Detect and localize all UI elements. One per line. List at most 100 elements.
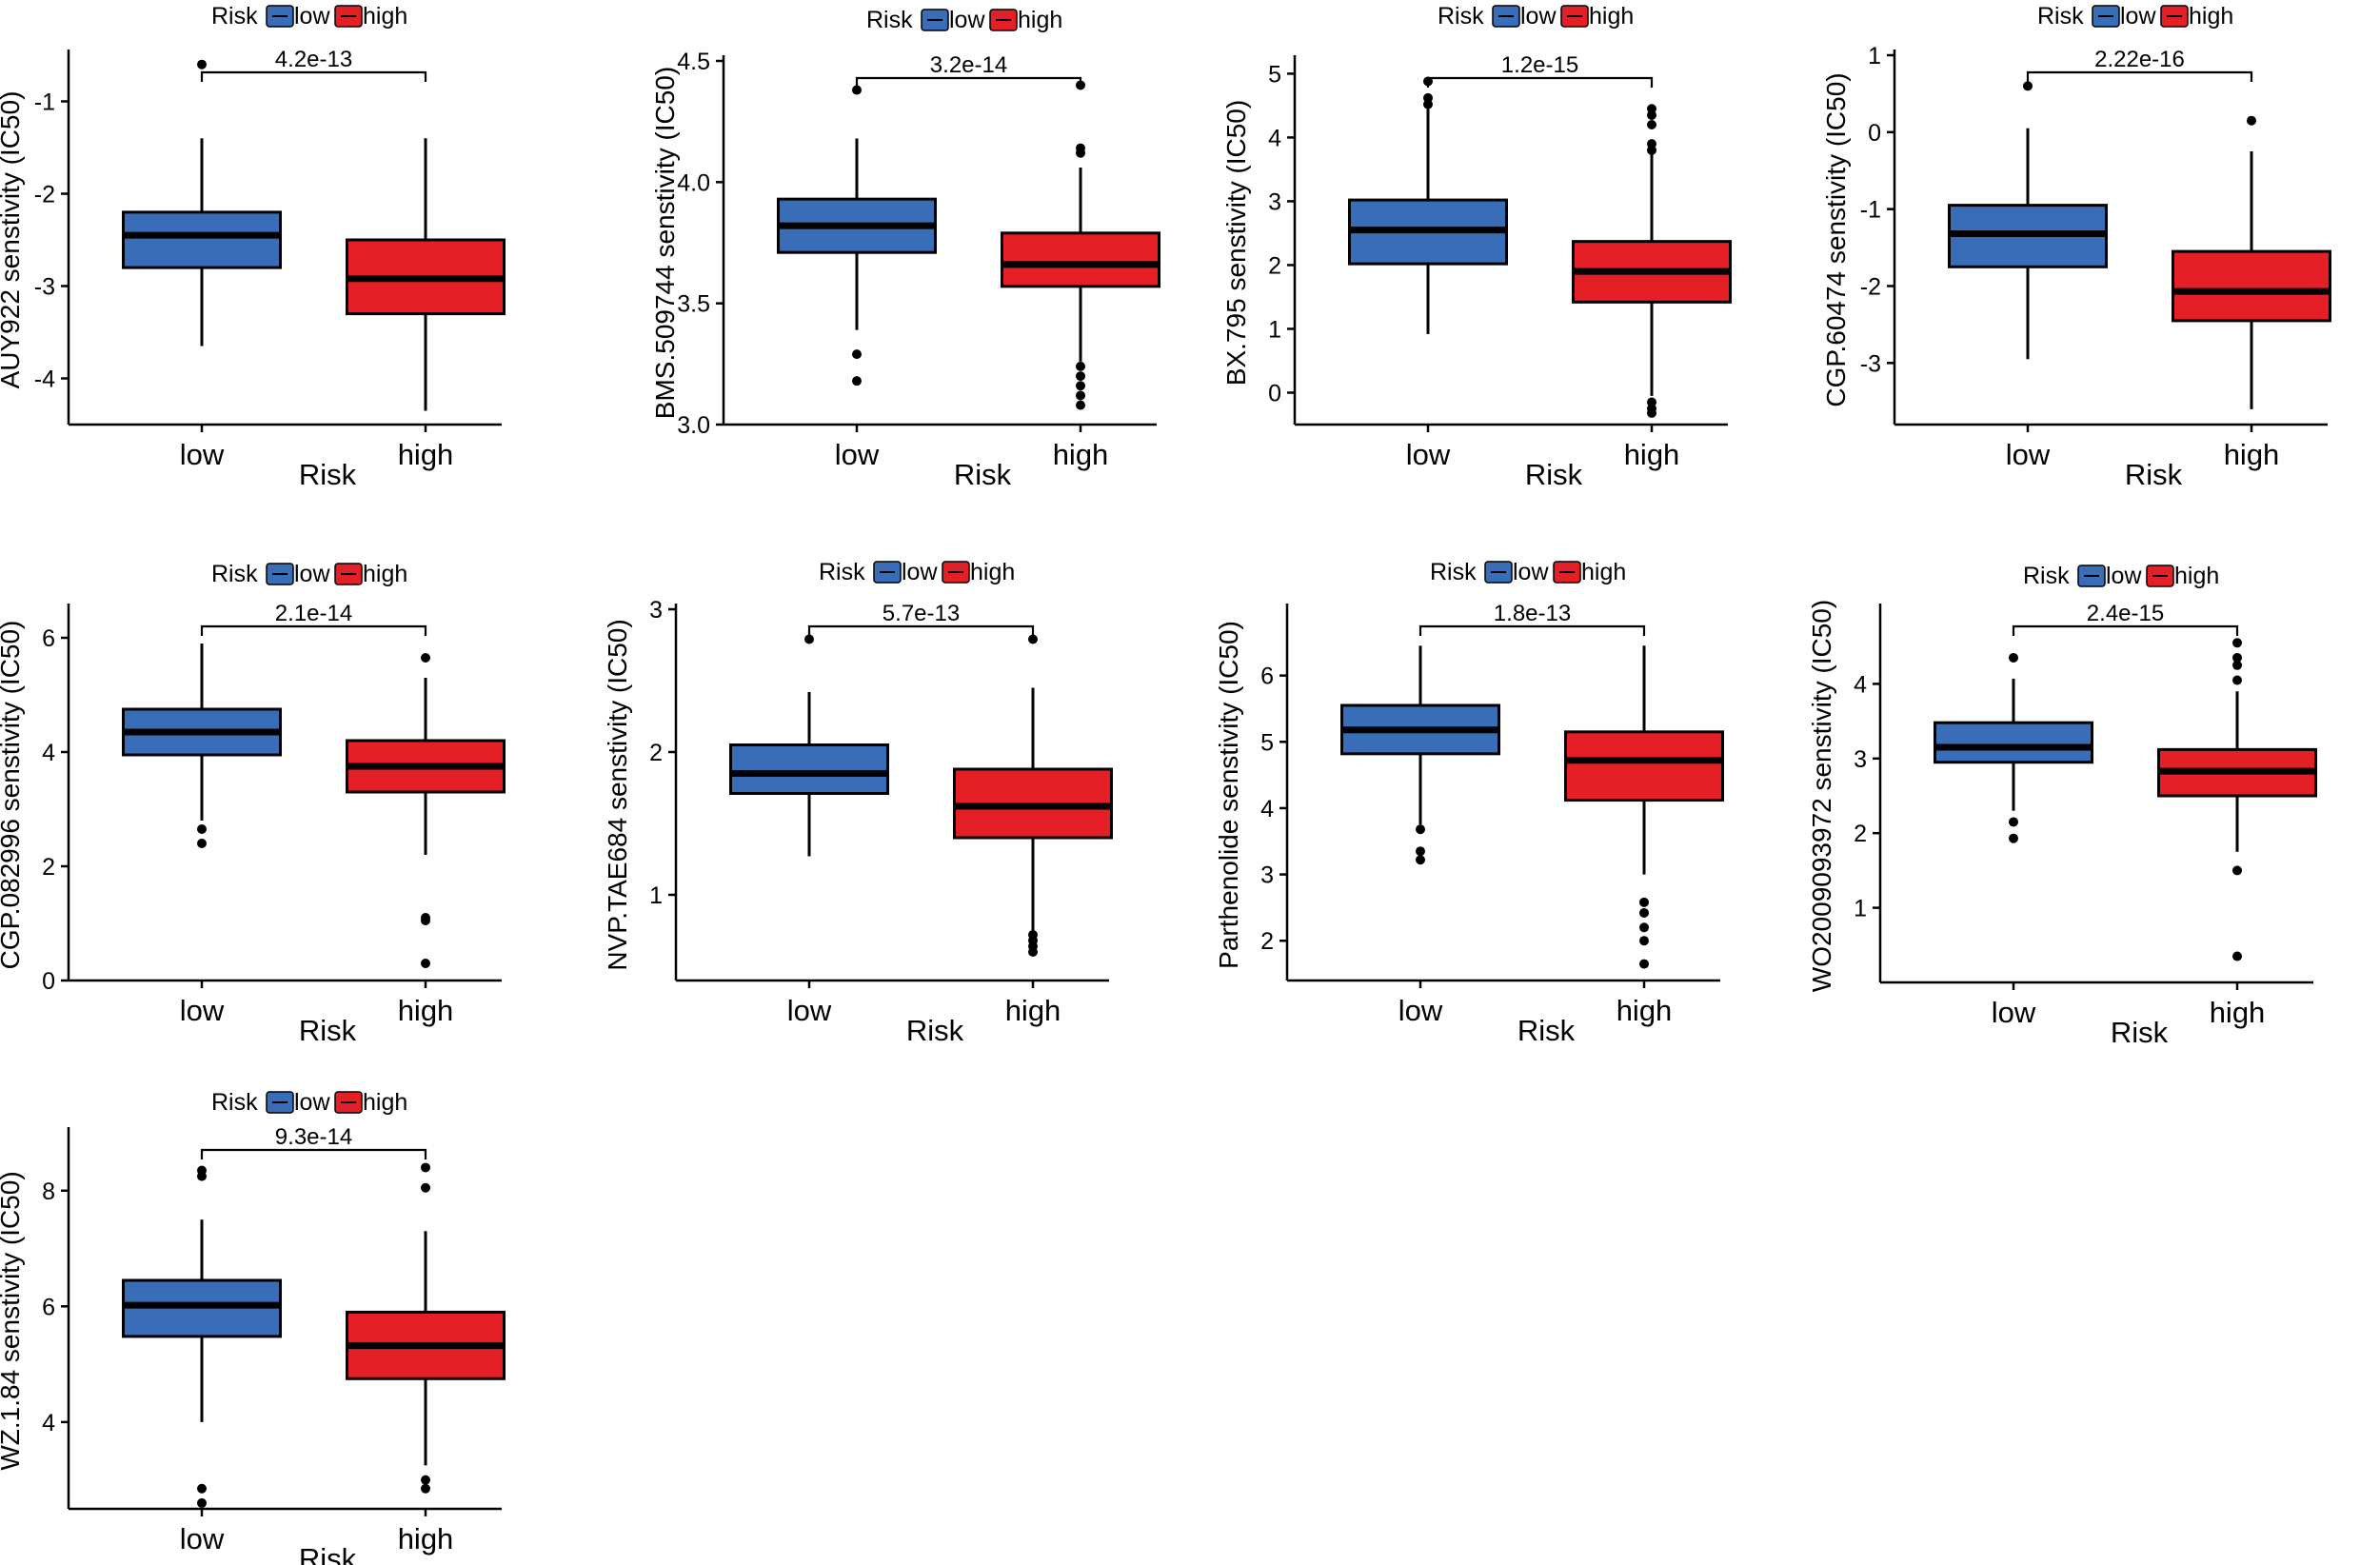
legend-label-low: low xyxy=(949,7,985,33)
legend: Risk low high xyxy=(211,1089,407,1116)
p-value-label: 1.2e-15 xyxy=(1501,52,1578,78)
x-tick-label-high: high xyxy=(398,438,454,471)
x-axis-title: Risk xyxy=(1525,458,1583,491)
p-value-label: 2.1e-14 xyxy=(275,601,352,626)
x-axis-title: Risk xyxy=(299,1014,357,1047)
outlier-point xyxy=(1647,407,1656,418)
y-tick-label: 3.5 xyxy=(677,291,710,318)
x-tick-label-low: low xyxy=(835,438,880,471)
legend: Risk low high xyxy=(819,559,1015,585)
x-axis-title: Risk xyxy=(906,1014,964,1047)
y-tick-label: 1 xyxy=(649,882,663,909)
outlier-point xyxy=(197,824,207,834)
box-high xyxy=(1564,730,1724,802)
legend: Risk low high xyxy=(866,7,1062,33)
outlier-point xyxy=(1076,371,1085,382)
legend-label-high: high xyxy=(1589,3,1634,30)
y-tick-label: 3 xyxy=(1260,862,1274,889)
outlier-point xyxy=(1639,897,1649,907)
p-value-label: 2.4e-15 xyxy=(2087,601,2164,626)
significance-bracket xyxy=(1418,624,1646,636)
y-tick-label: 3 xyxy=(1854,746,1867,773)
chart-panel-8: 1 2 3 4 WO2009093972 senstivity (IC50) low hig… xyxy=(1807,563,2317,1049)
y-tick-label: 2 xyxy=(1268,252,1281,279)
y-axis-title: WZ.1.84 senstivity (IC50) xyxy=(0,1171,25,1470)
outlier-point xyxy=(1639,936,1649,946)
significance-bracket xyxy=(2026,70,2253,82)
outlier-point xyxy=(421,959,430,968)
box-low xyxy=(122,210,282,269)
x-tick-label-low: low xyxy=(180,438,225,471)
y-tick-label: 5 xyxy=(1268,61,1281,88)
outlier-point xyxy=(852,349,862,360)
significance-bracket xyxy=(807,624,1035,636)
outlier-point xyxy=(2232,951,2242,961)
legend: Risk low high xyxy=(1438,3,1634,30)
y-tick-label: 3 xyxy=(1268,188,1281,215)
outlier-point xyxy=(197,839,207,848)
x-axis-title: Risk xyxy=(2111,1016,2169,1049)
x-tick-label-low: low xyxy=(1406,438,1451,471)
y-axis-title: Parthenolide senstivity (IC50) xyxy=(1214,621,1243,969)
outlier-point xyxy=(421,1475,430,1485)
y-axis-title: CGP.60474 senstivity (IC50) xyxy=(1821,72,1851,406)
p-value-label: 9.3e-14 xyxy=(275,1124,352,1150)
legend-title: Risk xyxy=(1430,559,1477,585)
y-tick-label: 4 xyxy=(42,740,55,766)
x-tick-label-high: high xyxy=(1053,438,1109,471)
x-tick-label-low: low xyxy=(180,994,225,1027)
y-tick-label: 4 xyxy=(1268,125,1281,151)
outlier-point xyxy=(1076,400,1085,410)
y-tick-label: 4 xyxy=(1260,796,1274,822)
legend-label-low: low xyxy=(294,561,330,587)
outlier-point xyxy=(421,653,430,663)
outlier-point xyxy=(197,1483,207,1494)
legend-title: Risk xyxy=(211,1089,258,1116)
x-tick-label-low: low xyxy=(2006,438,2051,471)
x-tick-label-high: high xyxy=(398,1522,454,1555)
legend-title: Risk xyxy=(819,559,865,585)
y-tick-label: 6 xyxy=(42,625,55,652)
y-axis-title: BMS.509744 senstivity (IC50) xyxy=(650,67,680,419)
y-tick-label: 4 xyxy=(42,1410,55,1436)
x-tick-label-high: high xyxy=(1616,994,1673,1027)
y-tick-label: 2 xyxy=(649,740,663,766)
legend-label-high: high xyxy=(1018,7,1062,33)
outlier-point xyxy=(2232,652,2242,663)
legend-label-low: low xyxy=(294,3,330,30)
outlier-point xyxy=(2232,638,2242,648)
legend-title: Risk xyxy=(866,7,913,33)
x-axis-title: Risk xyxy=(1517,1014,1576,1047)
y-axis-title: CGP.082996 senstivity (IC50) xyxy=(0,621,25,970)
outlier-point xyxy=(2232,660,2242,670)
x-tick-label-low: low xyxy=(180,1522,225,1555)
y-tick-label: -1 xyxy=(1860,197,1881,224)
legend-label-low: low xyxy=(2106,563,2142,589)
significance-bracket xyxy=(200,624,427,636)
chart-panel-7: 2 3 4 5 6 Parthenolide senstivity (IC50) low hi… xyxy=(1214,559,1724,1047)
legend: Risk low high xyxy=(2023,563,2219,589)
outlier-point xyxy=(1028,634,1038,644)
p-value-label: 3.2e-14 xyxy=(930,52,1007,78)
significance-bracket xyxy=(2012,624,2239,636)
outlier-point xyxy=(421,1483,430,1494)
chart-panel-9: 4 6 8 WZ.1.84 senstivity (IC50) low high Risk 9… xyxy=(0,1089,506,1565)
outlier-point xyxy=(1647,109,1656,120)
y-tick-label: 1 xyxy=(1868,43,1881,69)
outlier-point xyxy=(1647,145,1656,155)
outlier-point xyxy=(1076,148,1085,158)
significance-bracket xyxy=(1426,76,1654,88)
x-tick-label-high: high xyxy=(2210,996,2266,1029)
outlier-point xyxy=(1423,99,1433,109)
outlier-point xyxy=(852,376,862,386)
legend-label-high: high xyxy=(2189,3,2233,30)
y-tick-label: 2 xyxy=(1854,821,1867,847)
legend-title: Risk xyxy=(211,561,258,587)
y-tick-label: 3.0 xyxy=(677,412,710,439)
outlier-point xyxy=(2247,115,2256,126)
y-tick-label: -2 xyxy=(34,182,55,208)
outlier-point xyxy=(852,85,862,95)
